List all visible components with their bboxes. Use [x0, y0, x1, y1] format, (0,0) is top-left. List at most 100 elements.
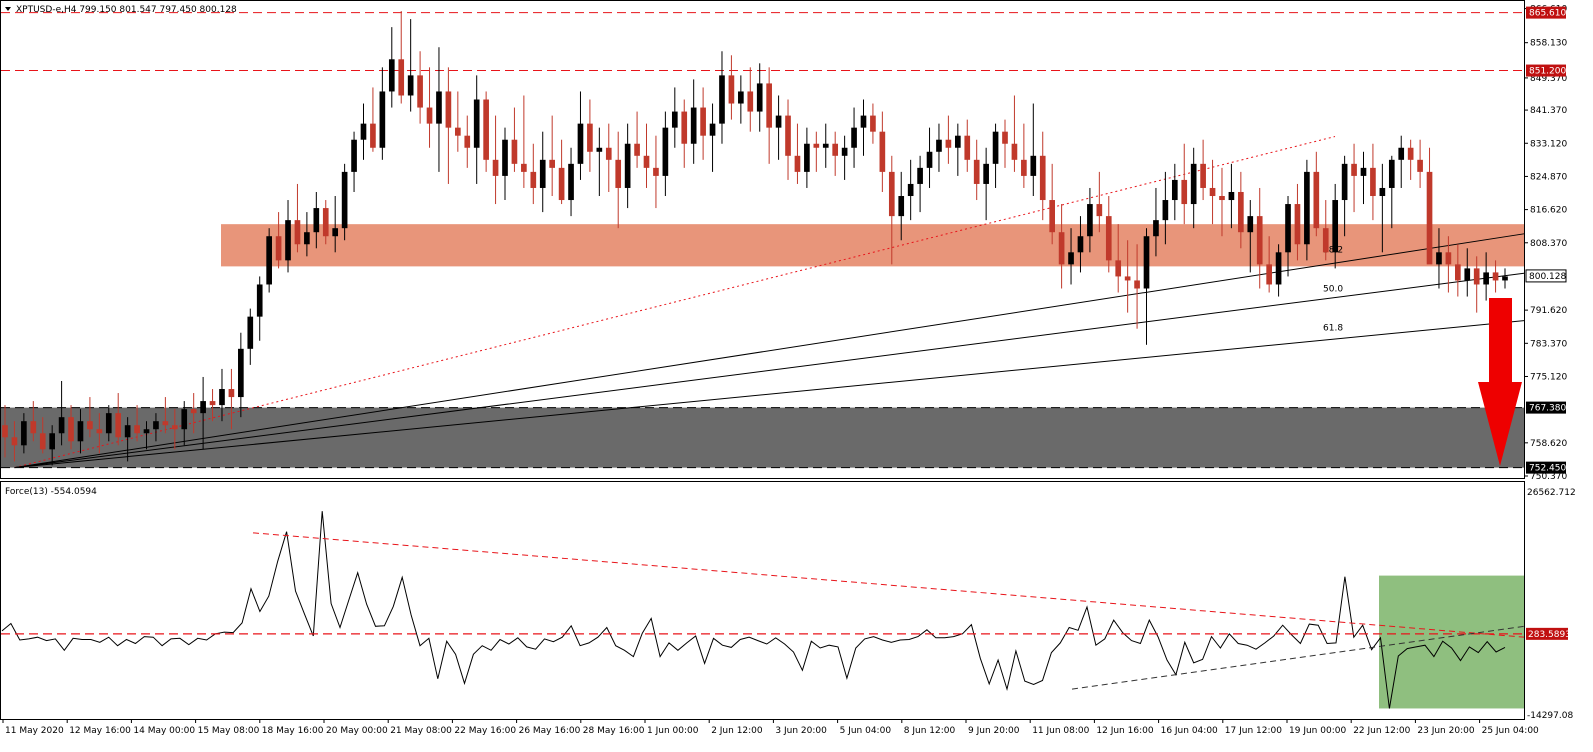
candle-body [860, 115, 867, 128]
candle [492, 115, 499, 205]
x-tick-label: 23 Jun 20:00 [1417, 726, 1474, 736]
candle-body [1011, 143, 1018, 160]
candle [115, 393, 122, 446]
x-tick-label: 12 May 16:00 [69, 726, 131, 736]
support-zone [1, 407, 1524, 468]
candle-body [483, 99, 489, 160]
candle [256, 276, 263, 341]
candle [228, 368, 235, 430]
candle [992, 123, 999, 188]
candle [973, 139, 980, 201]
candle [766, 67, 772, 164]
candle [1124, 240, 1131, 313]
candle-body [1030, 155, 1037, 176]
candle [700, 87, 706, 160]
x-tick-label: 1 Jun 00:00 [647, 726, 699, 736]
candle [1153, 187, 1159, 257]
candle [266, 228, 272, 293]
y-tick-label: 849.370 [1530, 74, 1567, 84]
candle [11, 421, 18, 462]
candle-body [1087, 204, 1093, 237]
candle [96, 413, 103, 454]
candle [49, 425, 55, 466]
candle [1351, 143, 1357, 213]
candle [728, 55, 735, 120]
candle-body [1247, 216, 1254, 233]
candle-body [738, 91, 744, 104]
candle-body [1049, 200, 1055, 233]
candle [690, 79, 697, 164]
candle-body [577, 123, 584, 164]
candle [1275, 244, 1282, 297]
candle [1407, 139, 1414, 180]
price-tag-box [1526, 6, 1566, 19]
candle [1011, 95, 1018, 172]
candle-body [983, 163, 989, 184]
candle-body [936, 139, 942, 152]
candle [1426, 147, 1433, 265]
candle [898, 171, 905, 241]
candle [624, 123, 631, 209]
candle-body [238, 348, 244, 398]
candle [502, 127, 508, 201]
candle [2, 405, 8, 458]
candle-body [794, 155, 801, 172]
candle [521, 95, 527, 188]
candle-body [1143, 236, 1150, 289]
candle-body [1351, 163, 1357, 176]
candle [483, 91, 489, 172]
candle [775, 95, 782, 160]
candle-body [511, 139, 518, 164]
candle-body [181, 409, 188, 430]
candle [983, 147, 989, 221]
candle [955, 123, 961, 176]
candle-body [587, 123, 593, 152]
candle-body [1124, 276, 1131, 281]
candle-body [1370, 167, 1376, 197]
candle-body [445, 91, 452, 128]
candle-body [709, 123, 716, 136]
symbol-dropdown-icon[interactable] [5, 7, 11, 11]
candle [1256, 187, 1263, 289]
y-tick-label: 750.370 [1530, 472, 1567, 482]
candle-body [464, 135, 471, 148]
candle-body [1473, 268, 1480, 285]
candle-body [322, 208, 329, 237]
candle [719, 51, 725, 144]
candle [426, 67, 433, 148]
candle-body [190, 409, 197, 414]
candle-body [11, 437, 18, 446]
candle-body [681, 111, 688, 144]
fan-line-2 [14, 320, 1525, 469]
x-tick-label: 21 May 08:00 [390, 726, 452, 736]
candle [351, 131, 357, 192]
fan-line-0 [14, 233, 1525, 469]
candle [473, 75, 480, 184]
candle [615, 131, 622, 229]
candle-body [1266, 264, 1272, 285]
candle-body [304, 232, 310, 245]
candle-body [1153, 220, 1159, 237]
candle [285, 200, 291, 273]
candle [1228, 163, 1235, 229]
indicator-panel-frame [0, 481, 1525, 720]
candle [1181, 143, 1188, 225]
candle-body [1388, 159, 1395, 188]
candle [596, 127, 603, 197]
candle [568, 147, 574, 217]
candle [1143, 228, 1150, 345]
candle-body [209, 401, 216, 406]
candle-body [417, 75, 423, 108]
candle [587, 99, 593, 172]
candle-body [77, 421, 84, 442]
candle-body [105, 413, 112, 434]
candle [455, 91, 461, 152]
candle-body [1360, 167, 1367, 176]
candle-body [473, 99, 480, 148]
candle-body [1275, 252, 1282, 285]
candle-body [275, 236, 282, 261]
candle-body [341, 171, 348, 229]
price-tag-box [1526, 64, 1566, 77]
candle-body [1219, 196, 1225, 201]
price-tag-label: 851.200 [1529, 67, 1566, 77]
